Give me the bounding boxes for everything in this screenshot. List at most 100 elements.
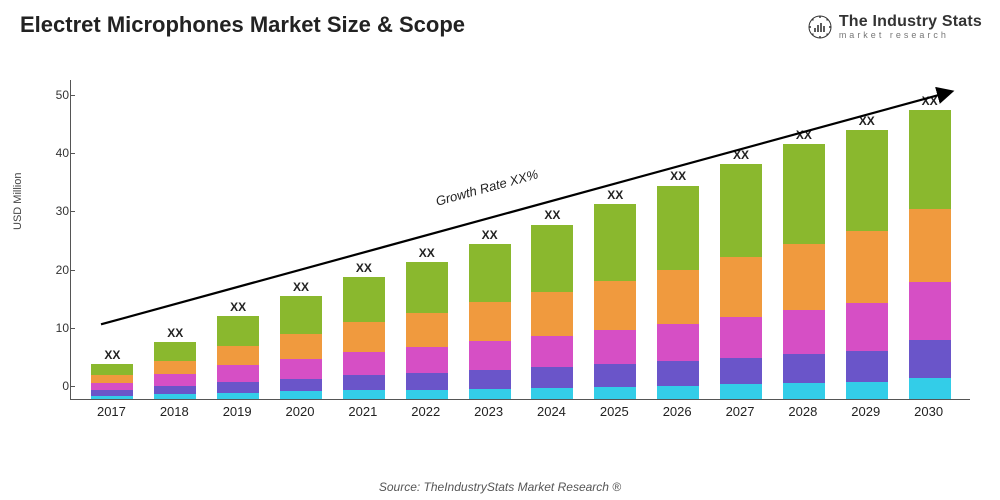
- y-ticks: 01020304050: [33, 80, 69, 400]
- bar-segment: [783, 383, 825, 399]
- bar-segment: [217, 316, 259, 345]
- bar-segment: [783, 144, 825, 244]
- y-tick: 10: [33, 321, 69, 335]
- bar-segment: [280, 391, 322, 399]
- bar-segment: [343, 352, 385, 375]
- x-ticks: 2017201820192020202120222023202420252026…: [70, 404, 970, 419]
- bar-segment: [217, 346, 259, 366]
- bar-segment: [783, 244, 825, 310]
- stacked-bar: [406, 262, 448, 399]
- bar-segment: [217, 393, 259, 399]
- bar-segment: [909, 340, 951, 378]
- bar-segment: [657, 270, 699, 324]
- bar-segment: [846, 382, 888, 399]
- bars-group: XXXXXXXXXXXXXXXXXXXXXXXXXXXX: [71, 79, 971, 399]
- bar-slot: XX: [81, 364, 144, 399]
- bar-value-label: XX: [167, 326, 183, 340]
- bar-segment: [531, 367, 573, 388]
- bar-segment: [91, 396, 133, 399]
- stacked-bar: [846, 130, 888, 399]
- bar-segment: [720, 257, 762, 317]
- bar-slot: XX: [710, 164, 773, 399]
- bar-slot: XX: [772, 144, 835, 399]
- bar-value-label: XX: [733, 148, 749, 162]
- bar-segment: [783, 354, 825, 383]
- bar-slot: XX: [898, 110, 961, 399]
- stacked-bar: [280, 296, 322, 399]
- bar-segment: [531, 336, 573, 367]
- bar-value-label: XX: [922, 94, 938, 108]
- bar-slot: XX: [270, 296, 333, 399]
- x-tick: 2028: [771, 404, 834, 419]
- bar-value-label: XX: [230, 300, 246, 314]
- bar-segment: [594, 281, 636, 330]
- bar-slot: XX: [647, 186, 710, 399]
- stacked-bar: [91, 364, 133, 399]
- bar-segment: [154, 342, 196, 361]
- bar-value-label: XX: [670, 169, 686, 183]
- bar-segment: [720, 317, 762, 358]
- bar-segment: [720, 358, 762, 385]
- y-tick: 50: [33, 88, 69, 102]
- x-tick: 2018: [143, 404, 206, 419]
- bar-segment: [469, 244, 511, 302]
- x-tick: 2024: [520, 404, 583, 419]
- y-axis-label: USD Million: [12, 173, 24, 230]
- bar-segment: [657, 324, 699, 361]
- gear-chart-icon: [807, 14, 833, 40]
- stacked-bar: [154, 342, 196, 399]
- x-tick: 2022: [394, 404, 457, 419]
- bar-segment: [846, 130, 888, 231]
- bar-value-label: XX: [104, 348, 120, 362]
- bar-segment: [343, 375, 385, 390]
- stacked-bar: [720, 164, 762, 399]
- x-tick: 2021: [331, 404, 394, 419]
- bar-segment: [343, 390, 385, 399]
- bar-segment: [280, 379, 322, 392]
- bar-segment: [406, 347, 448, 373]
- bar-segment: [217, 365, 259, 381]
- bar-segment: [154, 386, 196, 394]
- stacked-bar: [594, 204, 636, 399]
- bar-segment: [406, 313, 448, 347]
- bar-segment: [343, 277, 385, 322]
- logo-text-main: The Industry Stats: [839, 14, 982, 31]
- bar-value-label: XX: [293, 280, 309, 294]
- source-citation: Source: TheIndustryStats Market Research…: [0, 480, 1000, 494]
- bar-segment: [280, 359, 322, 379]
- bar-segment: [846, 231, 888, 303]
- chart-area: 01020304050 XXXXXXXXXXXXXXXXXXXXXXXXXXXX…: [70, 80, 970, 440]
- bar-segment: [531, 225, 573, 292]
- chart-container: Electret Microphones Market Size & Scope…: [0, 0, 1000, 500]
- bar-value-label: XX: [356, 261, 372, 275]
- stacked-bar: [909, 110, 951, 399]
- bar-slot: XX: [332, 277, 395, 399]
- stacked-bar: [783, 144, 825, 399]
- bar-segment: [909, 209, 951, 282]
- y-tick: 30: [33, 204, 69, 218]
- bar-segment: [406, 373, 448, 390]
- bar-segment: [469, 389, 511, 399]
- bar-segment: [657, 361, 699, 385]
- bar-value-label: XX: [544, 208, 560, 222]
- bar-segment: [280, 334, 322, 359]
- bar-segment: [720, 384, 762, 399]
- bar-segment: [909, 110, 951, 209]
- brand-logo: The Industry Stats market research: [807, 14, 982, 40]
- bar-segment: [469, 341, 511, 370]
- bar-segment: [343, 322, 385, 352]
- bar-segment: [531, 292, 573, 336]
- bar-segment: [91, 383, 133, 391]
- bar-segment: [846, 351, 888, 382]
- bar-slot: XX: [584, 204, 647, 399]
- x-tick: 2020: [269, 404, 332, 419]
- bar-segment: [846, 303, 888, 351]
- bar-segment: [594, 204, 636, 281]
- bar-segment: [909, 378, 951, 399]
- bar-segment: [406, 390, 448, 399]
- bar-segment: [469, 302, 511, 341]
- x-tick: 2029: [834, 404, 897, 419]
- chart-title: Electret Microphones Market Size & Scope: [20, 12, 465, 38]
- bar-segment: [469, 370, 511, 389]
- bar-segment: [154, 374, 196, 386]
